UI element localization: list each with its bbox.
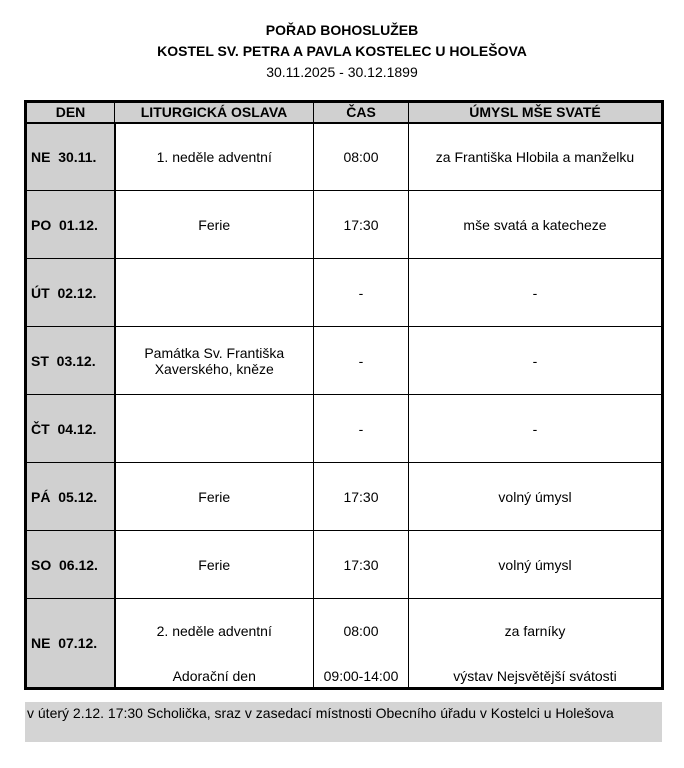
celebration-cell: Ferie [114, 190, 314, 259]
celebration-cell: 1. neděle adventní [114, 122, 314, 191]
day-cell: NE 07.12. [25, 598, 116, 689]
intention-cell: - [408, 394, 663, 463]
day-cell: ÚT 02.12. [25, 258, 116, 327]
table-row: SO 06.12. Ferie 17:30 volný úmysl [25, 530, 663, 599]
celebration-cell: 2. neděle adventní Adorační den [114, 598, 314, 689]
intention-cell: volný úmysl [408, 530, 663, 599]
time-main: 08:00 [343, 623, 379, 639]
announcement-note: v úterý 2.12. 17:30 Scholička, sraz v za… [25, 702, 662, 742]
header-row: DEN LITURGICKÁ OSLAVA ČAS ÚMYSL MŠE SVAT… [25, 101, 663, 124]
celebration-cell [114, 394, 314, 463]
day-cell: PO 01.12. [25, 190, 116, 259]
church-name: KOSTEL SV. PETRA A PAVLA KOSTELEC U HOLE… [157, 43, 527, 59]
day-cell: ST 03.12. [25, 326, 116, 395]
header-intention: ÚMYSL MŠE SVATÉ [408, 101, 663, 124]
time-cell: 17:30 [313, 462, 409, 531]
celebration-cell: Ferie [114, 530, 314, 599]
table-row: PÁ 05.12. Ferie 17:30 volný úmysl [25, 462, 663, 531]
date-range: 30.11.2025 - 30.12.1899 [266, 64, 418, 80]
time-cell: - [313, 258, 409, 327]
time-cell: 08:00 [313, 122, 409, 191]
intention-cell: mše svatá a katecheze [408, 190, 663, 259]
time-cell: 08:00 09:00-14:00 [313, 598, 409, 689]
intention-cell: volný úmysl [408, 462, 663, 531]
table-row: NE 30.11. 1. neděle adventní 08:00 za Frant… [25, 122, 663, 191]
table-row: ST 03.12. Památka Sv. Františka Xaverskéh… [25, 326, 663, 395]
day-cell: SO 06.12. [25, 530, 116, 599]
time-secondary: 09:00-14:00 [323, 668, 399, 684]
header-time: ČAS [313, 101, 409, 124]
day-cell: PÁ 05.12. [25, 462, 116, 531]
time-cell: - [313, 394, 409, 463]
celebration-main: 2. neděle adventní [156, 623, 272, 639]
intention-main: za farníky [504, 623, 566, 639]
header-day: DEN [25, 101, 115, 124]
table-row: ČT 04.12. - - [25, 394, 663, 463]
intention-secondary: výstav Nejsvětější svátosti [453, 668, 617, 684]
table-row: ÚT 02.12. - - [25, 258, 663, 327]
celebration-cell: Památka Sv. Františka Xaverského, kněze [114, 326, 314, 395]
intention-cell: - [408, 258, 663, 327]
time-cell: 17:30 [313, 190, 409, 259]
day-cell: NE 30.11. [25, 122, 116, 191]
celebration-secondary: Adorační den [172, 668, 256, 684]
header-celebration: LITURGICKÁ OSLAVA [114, 101, 314, 124]
intention-cell: za Františka Hlobila a manželku [408, 122, 663, 191]
table-row: PO 01.12. Ferie 17:30 mše svatá a katecheze [25, 190, 663, 259]
table-row: NE 07.12. 2. neděle adventní Adorační den 0… [25, 598, 663, 689]
schedule-table: DEN LITURGICKÁ OSLAVA ČAS ÚMYSL MŠE SVAT… [24, 100, 664, 690]
celebration-cell: Ferie [114, 462, 314, 531]
time-cell: - [313, 326, 409, 395]
time-cell: 17:30 [313, 530, 409, 599]
celebration-cell [114, 258, 314, 327]
page-title: POŘAD BOHOSLUŽEB [265, 22, 419, 38]
intention-cell: za farníky výstav Nejsvětější svátosti [408, 598, 663, 689]
intention-cell: - [408, 326, 663, 395]
day-cell: ČT 04.12. [25, 394, 116, 463]
